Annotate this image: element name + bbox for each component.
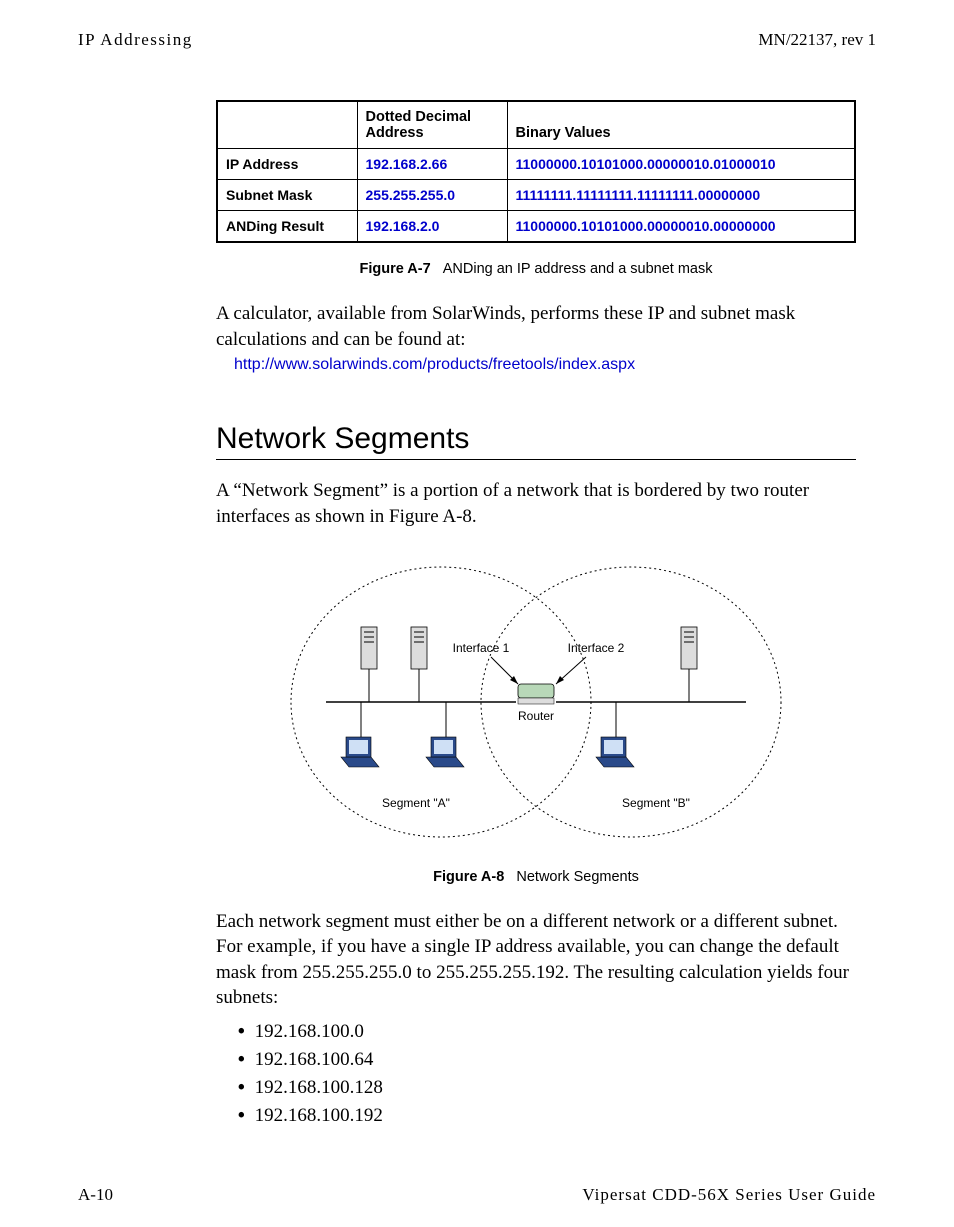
- row-binary: 11000000.10101000.00000010.00000000: [507, 211, 855, 243]
- bullet-icon: •: [238, 1049, 245, 1070]
- fig-num: Figure A-8: [433, 869, 504, 885]
- fig-num: Figure A-7: [359, 261, 430, 277]
- col0-header: [217, 101, 357, 149]
- col1-header: Dotted Decimal Address: [357, 101, 507, 149]
- fig-text: Network Segments: [516, 869, 639, 885]
- bullet-icon: •: [238, 1077, 245, 1098]
- header-right: MN/22137, rev 1: [758, 30, 876, 50]
- row-label: ANDing Result: [217, 211, 357, 243]
- figure-a8-caption: Figure A-8 Network Segments: [216, 869, 856, 885]
- segment-a-label: Segment "A": [382, 796, 450, 810]
- subnet-list: • 192.168.100.0 • 192.168.100.64 • 192.168.…: [238, 1021, 856, 1127]
- solarwinds-link[interactable]: http://www.solarwinds.com/products/freet…: [234, 356, 856, 374]
- paragraph-segment-def: A “Network Segment” is a portion of a ne…: [216, 478, 856, 529]
- subnet-value: 192.168.100.64: [255, 1049, 374, 1070]
- row-binary: 11111111.11111111.11111111.00000000: [507, 180, 855, 211]
- row-decimal: 192.168.2.0: [357, 211, 507, 243]
- figure-a7-caption: Figure A-7 ANDing an IP address and a su…: [216, 261, 856, 277]
- row-binary: 11000000.10101000.00000010.01000010: [507, 149, 855, 180]
- header-left: IP Addressing: [78, 30, 193, 50]
- bullet-icon: •: [238, 1021, 245, 1042]
- content-column: Dotted Decimal Address Binary Values IP …: [216, 100, 856, 1127]
- interface1-label: Interface 1: [453, 641, 510, 655]
- bullet-icon: •: [238, 1105, 245, 1126]
- table-row: ANDing Result 192.168.2.0 11000000.10101…: [217, 211, 855, 243]
- fig-text: ANDing an IP address and a subnet mask: [443, 261, 713, 277]
- col2-header: Binary Values: [507, 101, 855, 149]
- subnet-value: 192.168.100.128: [255, 1077, 383, 1098]
- page-header: IP Addressing MN/22137, rev 1: [78, 30, 876, 50]
- row-label: Subnet Mask: [217, 180, 357, 211]
- row-decimal: 255.255.255.0: [357, 180, 507, 211]
- list-item: • 192.168.100.128: [238, 1077, 856, 1099]
- row-decimal: 192.168.2.66: [357, 149, 507, 180]
- section-heading: Network Segments: [216, 422, 856, 460]
- router-label: Router: [518, 709, 554, 723]
- paragraph-calculator: A calculator, available from SolarWinds,…: [216, 301, 856, 352]
- segment-b-label: Segment "B": [622, 796, 690, 810]
- row-label: IP Address: [217, 149, 357, 180]
- network-diagram: Router Interface 1 Interface 2: [286, 552, 786, 857]
- table-row: IP Address 192.168.2.66 11000000.1010100…: [217, 149, 855, 180]
- anding-table: Dotted Decimal Address Binary Values IP …: [216, 100, 856, 243]
- list-item: • 192.168.100.192: [238, 1105, 856, 1127]
- subnet-value: 192.168.100.192: [255, 1105, 383, 1126]
- paragraph-subnet-example: Each network segment must either be on a…: [216, 909, 856, 1012]
- footer-right: Vipersat CDD-56X Series User Guide: [582, 1185, 876, 1205]
- list-item: • 192.168.100.64: [238, 1049, 856, 1071]
- table-header-row: Dotted Decimal Address Binary Values: [217, 101, 855, 149]
- table-row: Subnet Mask 255.255.255.0 11111111.11111…: [217, 180, 855, 211]
- subnet-value: 192.168.100.0: [255, 1021, 364, 1042]
- footer-left: A-10: [78, 1185, 113, 1205]
- interface2-label: Interface 2: [568, 641, 625, 655]
- page-footer: A-10 Vipersat CDD-56X Series User Guide: [78, 1185, 876, 1205]
- list-item: • 192.168.100.0: [238, 1021, 856, 1043]
